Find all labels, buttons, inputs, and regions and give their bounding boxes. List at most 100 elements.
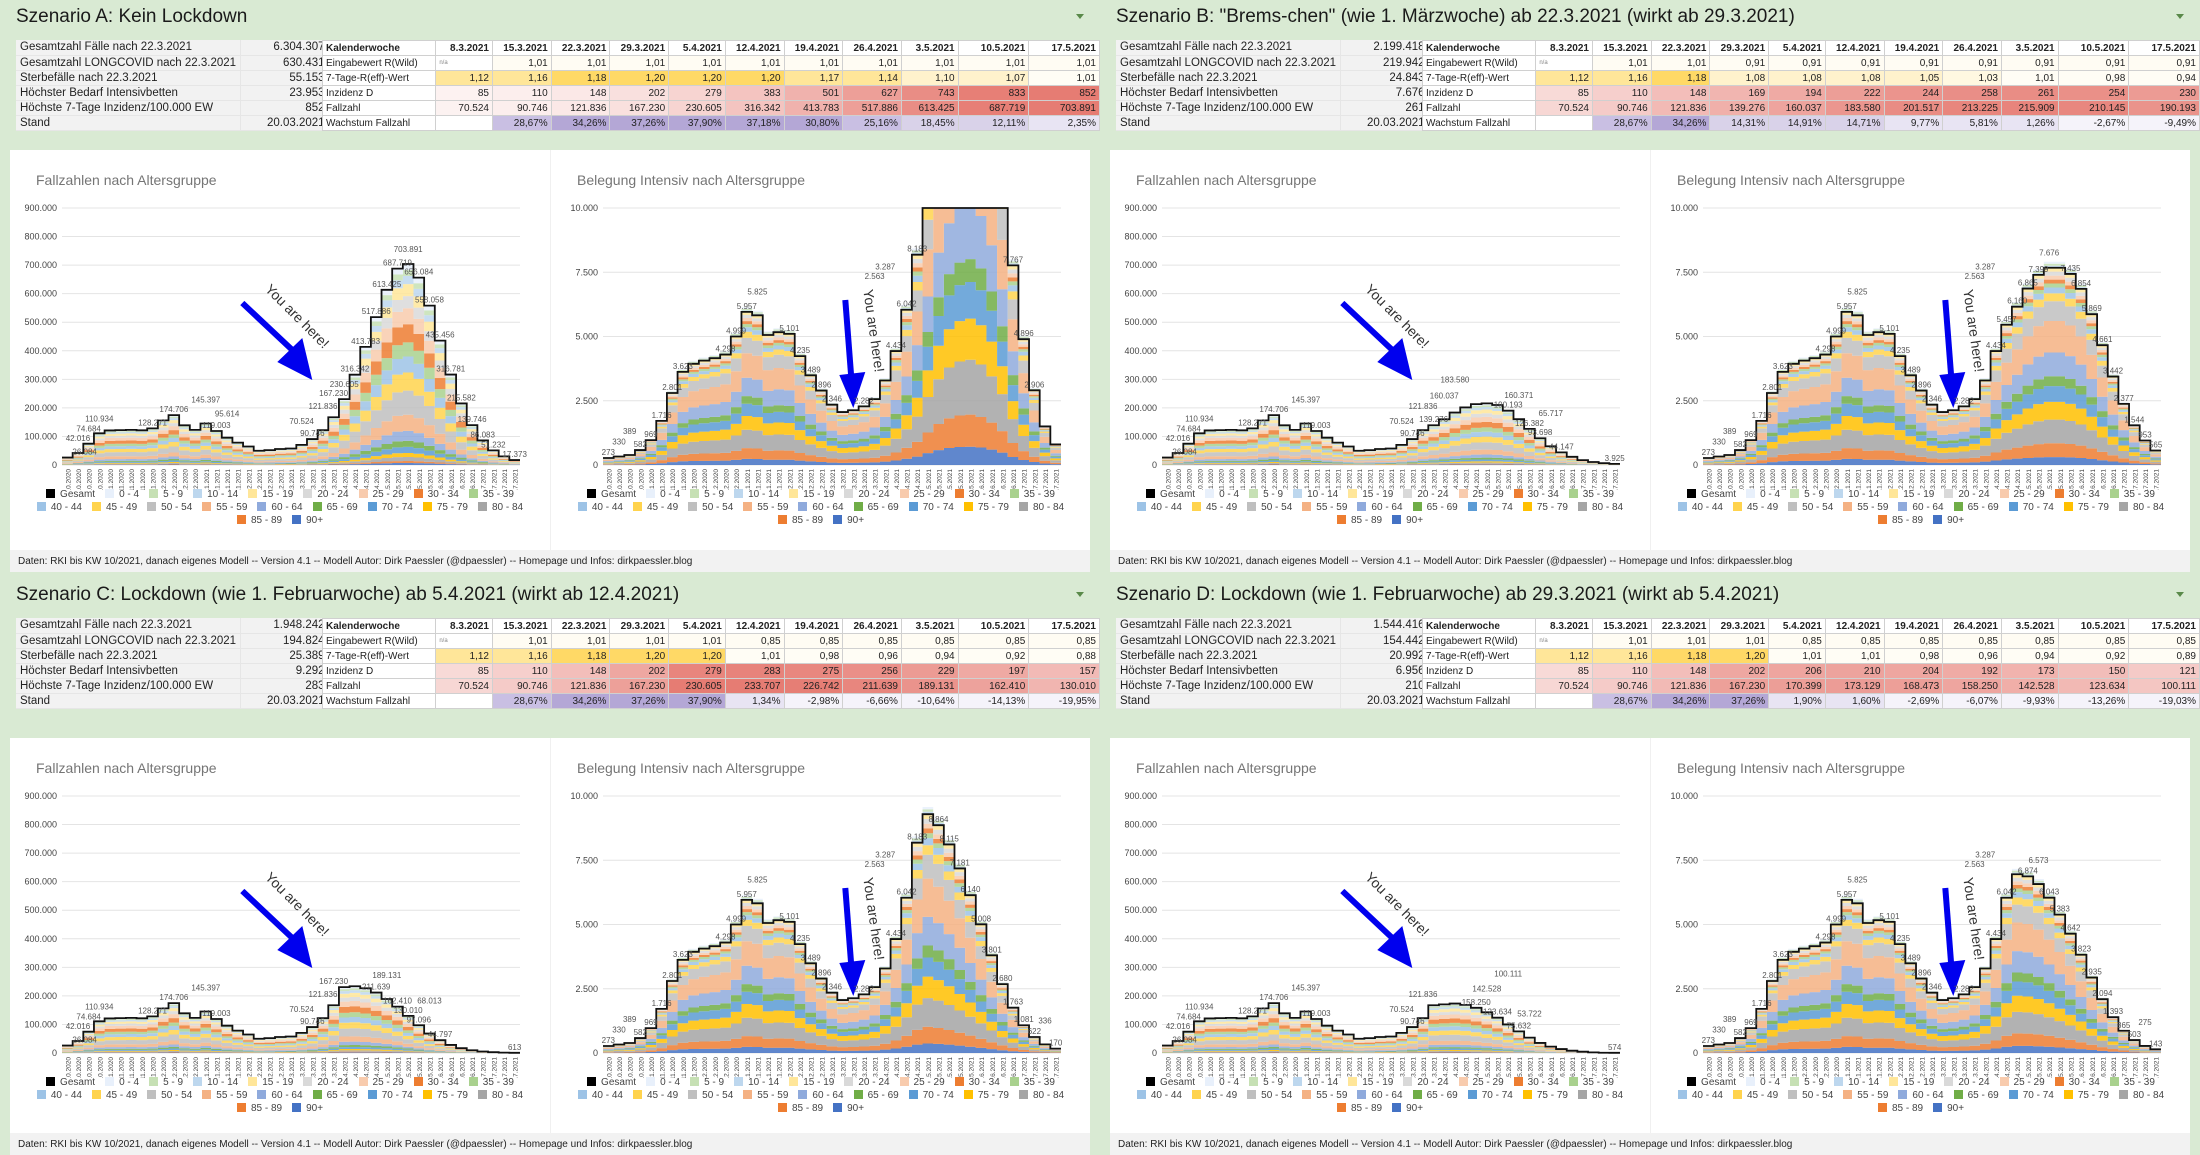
legend-item[interactable]: 10 - 14 [1834,488,1879,501]
legend-item[interactable]: 25 - 29 [1458,488,1504,501]
legend-item[interactable]: 75 - 79 [422,501,468,514]
legend-item[interactable]: 45 - 49 [1192,501,1237,514]
legend-item[interactable]: 0 - 4 [646,1076,680,1089]
legend-item[interactable]: 65 - 69 [1953,1089,1999,1102]
legend-item[interactable]: 15 - 19 [1348,1076,1393,1089]
legend-item[interactable]: 75 - 79 [2063,1089,2109,1102]
legend-item[interactable]: 5 - 9 [690,488,724,501]
legend-item[interactable]: 35 - 39 [2109,488,2155,501]
legend-item[interactable]: 30 - 34 [954,488,1000,501]
legend-item[interactable]: 0 - 4 [105,488,139,501]
legend-item[interactable]: Gesamt [587,488,636,501]
legend-item[interactable]: 5 - 9 [149,488,183,501]
legend-item[interactable]: 90+ [833,1102,864,1115]
legend-item[interactable]: 85 - 89 [1336,1102,1382,1115]
legend-item[interactable]: 90+ [292,514,323,527]
legend-item[interactable]: 45 - 49 [633,501,678,514]
legend-item[interactable]: 10 - 14 [1293,1076,1338,1089]
legend-item[interactable]: 65 - 69 [1412,1089,1458,1102]
legend-item[interactable]: 25 - 29 [899,1076,945,1089]
legend-item[interactable]: 40 - 44 [1136,1089,1182,1102]
legend-item[interactable]: 0 - 4 [1205,488,1239,501]
legend-item[interactable]: 0 - 4 [1205,1076,1239,1089]
legend-item[interactable]: 20 - 24 [303,1076,349,1089]
legend-item[interactable]: 70 - 74 [1467,1089,1513,1102]
legend-item[interactable]: 30 - 34 [1513,488,1559,501]
legend-item[interactable]: 25 - 29 [358,1076,404,1089]
legend-item[interactable]: 15 - 19 [789,1076,834,1089]
legend-item[interactable]: 25 - 29 [358,488,404,501]
legend-item[interactable]: 30 - 34 [2054,488,2100,501]
legend-item[interactable]: 45 - 49 [92,1089,137,1102]
legend-item[interactable]: 85 - 89 [1877,1102,1923,1115]
legend-item[interactable]: 60 - 64 [1898,501,1944,514]
legend-item[interactable]: 60 - 64 [798,501,844,514]
legend-item[interactable]: 5 - 9 [1249,1076,1283,1089]
legend-item[interactable]: 25 - 29 [1999,1076,2045,1089]
legend-item[interactable]: 70 - 74 [2008,501,2054,514]
legend-item[interactable]: 30 - 34 [413,1076,459,1089]
legend-item[interactable]: 80 - 84 [2118,1089,2164,1102]
legend-item[interactable]: 75 - 79 [2063,501,2109,514]
legend-item[interactable]: 85 - 89 [777,1102,823,1115]
legend-item[interactable]: 40 - 44 [1136,501,1182,514]
legend-item[interactable]: 50 - 54 [688,1089,733,1102]
legend-item[interactable]: 45 - 49 [1733,1089,1778,1102]
legend-item[interactable]: 75 - 79 [963,1089,1009,1102]
legend-item[interactable]: 35 - 39 [468,488,514,501]
legend-item[interactable]: 35 - 39 [1568,488,1614,501]
legend-item[interactable]: 80 - 84 [2118,501,2164,514]
legend-item[interactable]: 70 - 74 [1467,501,1513,514]
legend-item[interactable]: 90+ [1392,1102,1423,1115]
legend-item[interactable]: 80 - 84 [477,501,523,514]
legend-item[interactable]: 50 - 54 [1247,501,1292,514]
legend-item[interactable]: 35 - 39 [1009,488,1055,501]
legend-item[interactable]: 90+ [833,514,864,527]
legend-item[interactable]: 70 - 74 [908,501,954,514]
legend-item[interactable]: 55 - 59 [1302,501,1347,514]
legend-item[interactable]: 65 - 69 [853,501,899,514]
legend-item[interactable]: 15 - 19 [1889,1076,1934,1089]
legend-item[interactable]: 25 - 29 [1999,488,2045,501]
legend-item[interactable]: 30 - 34 [2054,1076,2100,1089]
legend-item[interactable]: 50 - 54 [688,501,733,514]
legend-item[interactable]: 20 - 24 [844,488,890,501]
legend-item[interactable]: 60 - 64 [257,501,303,514]
legend-item[interactable]: 65 - 69 [312,501,358,514]
legend-item[interactable]: 5 - 9 [1249,488,1283,501]
legend-item[interactable]: 75 - 79 [1522,501,1568,514]
legend-item[interactable]: 85 - 89 [1877,514,1923,527]
legend-item[interactable]: 75 - 79 [963,501,1009,514]
collapse-arrow-icon[interactable] [2176,592,2184,597]
legend-item[interactable]: Gesamt [587,1076,636,1089]
legend-item[interactable]: 0 - 4 [646,488,680,501]
legend-item[interactable]: 45 - 49 [92,501,137,514]
legend-item[interactable]: 65 - 69 [853,1089,899,1102]
legend-item[interactable]: 35 - 39 [468,1076,514,1089]
legend-item[interactable]: 40 - 44 [1677,501,1723,514]
legend-item[interactable]: 0 - 4 [1746,1076,1780,1089]
legend-item[interactable]: 80 - 84 [477,1089,523,1102]
legend-item[interactable]: 15 - 19 [248,1076,293,1089]
legend-item[interactable]: Gesamt [1146,488,1195,501]
legend-item[interactable]: 10 - 14 [1293,488,1338,501]
legend-item[interactable]: 90+ [292,1102,323,1115]
legend-item[interactable]: 25 - 29 [899,488,945,501]
legend-item[interactable]: 80 - 84 [1577,501,1623,514]
legend-item[interactable]: 65 - 69 [1953,501,1999,514]
legend-item[interactable]: 55 - 59 [743,501,788,514]
legend-item[interactable]: 75 - 79 [1522,1089,1568,1102]
legend-item[interactable]: 85 - 89 [1336,514,1382,527]
legend-item[interactable]: 90+ [1933,514,1964,527]
legend-item[interactable]: 85 - 89 [236,514,282,527]
legend-item[interactable]: 35 - 39 [2109,1076,2155,1089]
legend-item[interactable]: 35 - 39 [1009,1076,1055,1089]
legend-item[interactable]: 45 - 49 [1733,501,1778,514]
legend-item[interactable]: 15 - 19 [1889,488,1934,501]
legend-item[interactable]: 40 - 44 [36,1089,82,1102]
legend-item[interactable]: 40 - 44 [577,1089,623,1102]
legend-item[interactable]: 10 - 14 [734,488,779,501]
legend-item[interactable]: 40 - 44 [1677,1089,1723,1102]
legend-item[interactable]: 60 - 64 [257,1089,303,1102]
legend-item[interactable]: 5 - 9 [690,1076,724,1089]
